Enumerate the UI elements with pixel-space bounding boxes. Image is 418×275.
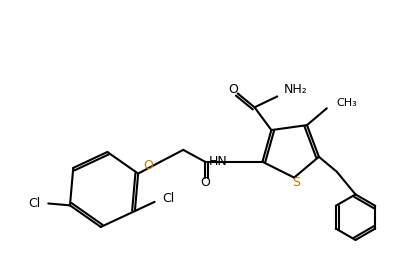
Text: NH₂: NH₂ xyxy=(284,83,308,96)
Text: Cl: Cl xyxy=(28,197,41,210)
Text: O: O xyxy=(200,176,210,189)
Text: O: O xyxy=(144,159,153,172)
Text: S: S xyxy=(292,176,300,189)
Text: CH₃: CH₃ xyxy=(336,98,357,108)
Text: HN: HN xyxy=(209,155,228,168)
Text: O: O xyxy=(228,83,238,96)
Text: Cl: Cl xyxy=(163,192,175,205)
